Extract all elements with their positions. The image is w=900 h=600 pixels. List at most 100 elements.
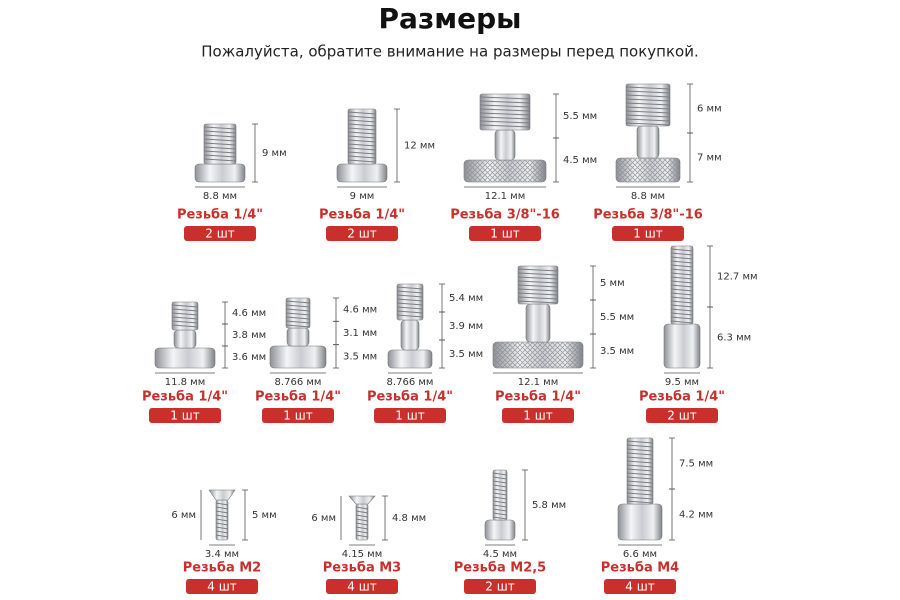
thread-label: Резьба M3	[323, 561, 401, 576]
thread-groove	[492, 484, 508, 488]
thread-groove	[171, 316, 199, 320]
height-label: 3.5 мм	[343, 351, 377, 362]
thread-groove	[626, 488, 654, 492]
thread-groove	[171, 320, 199, 324]
thread-groove	[479, 104, 531, 108]
subtitle: Пожалуйста, обратите внимание на размеры…	[201, 43, 698, 61]
thread-groove	[492, 512, 508, 516]
height-label: 4.6 мм	[232, 308, 266, 319]
screw-body	[286, 327, 310, 347]
height-label: 6 мм	[171, 510, 196, 521]
thread-groove	[215, 514, 229, 518]
screw-body	[484, 519, 516, 541]
thread-groove	[492, 492, 508, 496]
thread-groove	[171, 308, 199, 312]
thread-groove	[626, 500, 654, 504]
thread-groove	[517, 300, 559, 304]
thread-groove	[626, 440, 654, 444]
screw-thread	[355, 503, 369, 541]
width-label: 11.8 мм	[165, 377, 206, 388]
thread-groove	[203, 146, 237, 150]
screw-body	[400, 319, 420, 351]
screw-body	[494, 129, 516, 161]
height-label: 3.1 мм	[343, 328, 377, 339]
thread-groove	[347, 135, 377, 139]
width-label: 9.5 мм	[665, 377, 699, 388]
quantity-badge	[469, 226, 541, 241]
knurl	[493, 342, 583, 368]
height-label: 7 мм	[697, 153, 722, 164]
quantity-label: 1 шт	[283, 409, 312, 423]
thread-groove	[347, 123, 377, 127]
thread-groove	[670, 248, 694, 252]
thread-groove	[347, 119, 377, 123]
height-label: 7.5 мм	[679, 459, 713, 470]
thread-label: Резьба 1/4"	[639, 390, 725, 405]
thread-groove	[492, 472, 508, 476]
thread-groove	[670, 256, 694, 260]
quantity-label: 2 шт	[205, 227, 234, 241]
thread-groove	[670, 280, 694, 284]
thread-label: Резьба 1/4"	[177, 208, 263, 223]
screw-body	[525, 303, 551, 343]
thread-groove	[347, 151, 377, 155]
thread-groove	[626, 452, 654, 456]
height-label: 3.5 мм	[600, 346, 634, 357]
thread-groove	[171, 312, 199, 316]
thread-groove	[670, 300, 694, 304]
height-label: 5.5 мм	[563, 111, 597, 122]
thread-groove	[355, 522, 369, 526]
height-label: 3.8 мм	[232, 330, 266, 341]
thread-groove	[670, 292, 694, 296]
thread-groove	[517, 292, 559, 296]
quantity-label: 1 шт	[170, 409, 199, 423]
height-label: 5.5 мм	[600, 312, 634, 323]
thread-groove	[492, 500, 508, 504]
thread-groove	[479, 100, 531, 104]
thread-groove	[517, 284, 559, 288]
thread-groove	[626, 444, 654, 448]
screw-body	[617, 503, 663, 541]
screw-body	[194, 163, 246, 183]
thread-groove	[347, 143, 377, 147]
thread-groove	[625, 122, 671, 126]
screw-body	[154, 347, 216, 369]
height-label: 4.5 мм	[563, 155, 597, 166]
screw-head	[348, 495, 376, 505]
thread-groove	[171, 324, 199, 328]
thread-groove	[626, 468, 654, 472]
thread-groove	[626, 460, 654, 464]
height-label: 3.9 мм	[449, 321, 483, 332]
thread-groove	[517, 280, 559, 284]
thread-groove	[203, 154, 237, 158]
thread-groove	[625, 86, 671, 90]
thread-groove	[285, 320, 311, 324]
thread-groove	[285, 304, 311, 308]
quantity-badge	[149, 408, 221, 423]
thread-groove	[215, 518, 229, 522]
height-label: 5 мм	[600, 278, 625, 289]
quantity-badge	[262, 408, 334, 423]
quantity-label: 2 шт	[485, 580, 514, 594]
height-label: 5 мм	[252, 510, 277, 521]
thread-groove	[670, 312, 694, 316]
quantity-badge	[326, 579, 398, 594]
height-label: 5.4 мм	[449, 293, 483, 304]
thread-groove	[670, 268, 694, 272]
thread-groove	[396, 290, 424, 294]
thread-groove	[517, 296, 559, 300]
thread-groove	[347, 111, 377, 115]
thread-groove	[625, 118, 671, 122]
thread-groove	[215, 526, 229, 530]
height-label: 5.8 мм	[532, 500, 566, 511]
thread-groove	[396, 286, 424, 290]
height-label: 6 мм	[311, 513, 336, 524]
thread-groove	[626, 480, 654, 484]
quantity-badge	[374, 408, 446, 423]
quantity-badge	[604, 579, 676, 594]
title: Размеры	[379, 2, 522, 35]
thread-groove	[625, 114, 671, 118]
quantity-label: 2 шт	[667, 409, 696, 423]
thread-groove	[625, 90, 671, 94]
